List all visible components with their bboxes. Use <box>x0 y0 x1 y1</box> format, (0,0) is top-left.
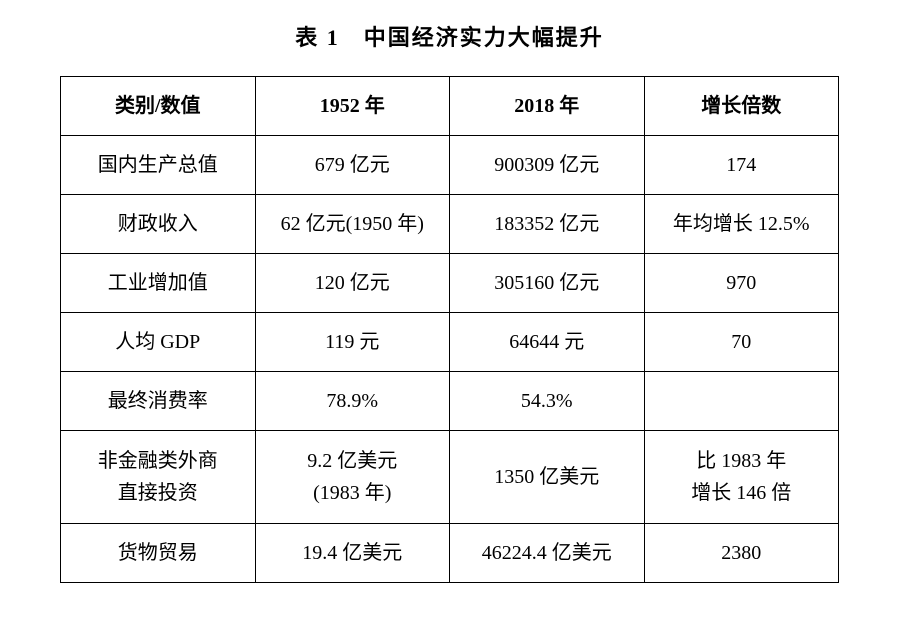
table-header-row: 类别/数值 1952 年 2018 年 增长倍数 <box>61 77 839 136</box>
cell-category: 货物贸易 <box>61 524 256 583</box>
table-row: 货物贸易 19.4 亿美元 46224.4 亿美元 2380 <box>61 524 839 583</box>
cell-value: 54.3% <box>450 372 645 431</box>
cell-value: 183352 亿元 <box>450 195 645 254</box>
header-growth: 增长倍数 <box>644 77 839 136</box>
cell-value: 78.9% <box>255 372 450 431</box>
header-category: 类别/数值 <box>61 77 256 136</box>
table-title: 表 1 中国经济实力大幅提升 <box>60 20 839 52</box>
cell-value: 2380 <box>644 524 839 583</box>
cell-value: 19.4 亿美元 <box>255 524 450 583</box>
header-year-2018: 2018 年 <box>450 77 645 136</box>
cell-value: 9.2 亿美元(1983 年) <box>255 431 450 524</box>
cell-category: 工业增加值 <box>61 254 256 313</box>
cell-category: 非金融类外商直接投资 <box>61 431 256 524</box>
cell-value: 970 <box>644 254 839 313</box>
table-row: 工业增加值 120 亿元 305160 亿元 970 <box>61 254 839 313</box>
economic-table: 类别/数值 1952 年 2018 年 增长倍数 国内生产总值 679 亿元 9… <box>60 76 839 583</box>
cell-value: 120 亿元 <box>255 254 450 313</box>
header-year-1952: 1952 年 <box>255 77 450 136</box>
cell-value: 174 <box>644 136 839 195</box>
table-row: 国内生产总值 679 亿元 900309 亿元 174 <box>61 136 839 195</box>
cell-value: 1350 亿美元 <box>450 431 645 524</box>
cell-value: 305160 亿元 <box>450 254 645 313</box>
cell-value: 46224.4 亿美元 <box>450 524 645 583</box>
cell-value: 比 1983 年增长 146 倍 <box>644 431 839 524</box>
cell-value: 70 <box>644 313 839 372</box>
cell-value: 900309 亿元 <box>450 136 645 195</box>
cell-value: 年均增长 12.5% <box>644 195 839 254</box>
cell-category: 国内生产总值 <box>61 136 256 195</box>
cell-value: 679 亿元 <box>255 136 450 195</box>
table-row: 财政收入 62 亿元(1950 年) 183352 亿元 年均增长 12.5% <box>61 195 839 254</box>
cell-value: 62 亿元(1950 年) <box>255 195 450 254</box>
cell-category: 最终消费率 <box>61 372 256 431</box>
table-row: 非金融类外商直接投资 9.2 亿美元(1983 年) 1350 亿美元 比 19… <box>61 431 839 524</box>
cell-category: 人均 GDP <box>61 313 256 372</box>
table-body: 国内生产总值 679 亿元 900309 亿元 174 财政收入 62 亿元(1… <box>61 136 839 583</box>
cell-value: 119 元 <box>255 313 450 372</box>
cell-category: 财政收入 <box>61 195 256 254</box>
cell-value <box>644 372 839 431</box>
table-row: 最终消费率 78.9% 54.3% <box>61 372 839 431</box>
table-row: 人均 GDP 119 元 64644 元 70 <box>61 313 839 372</box>
cell-value: 64644 元 <box>450 313 645 372</box>
